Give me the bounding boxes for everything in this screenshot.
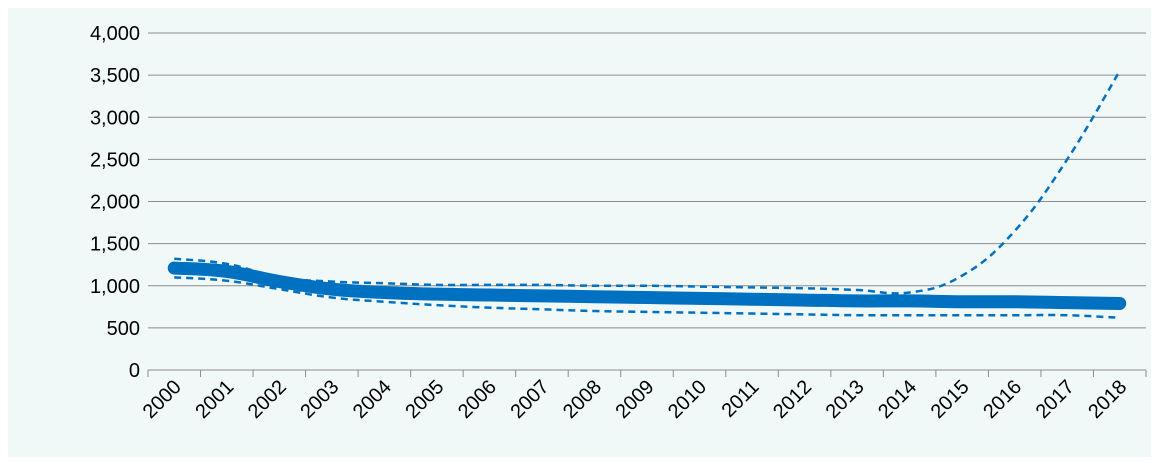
x-tick-label: 2016 (979, 376, 1026, 423)
y-tick-label: 0 (129, 360, 140, 382)
x-tick-label: 2014 (874, 376, 921, 423)
x-tick-label: 2000 (139, 376, 186, 423)
x-tick-label: 2009 (612, 376, 659, 423)
x-tick-label: 2003 (296, 376, 343, 423)
y-tick-label: 3,500 (90, 65, 140, 87)
x-tick-label: 2011 (718, 376, 764, 422)
series-lines (167, 70, 1127, 320)
x-tick-label: 2001 (191, 376, 238, 423)
x-tick-label: 2013 (822, 376, 869, 423)
axes (147, 369, 1147, 377)
y-tick-label: 3,000 (90, 107, 140, 129)
series-line-dashed (174, 70, 1121, 295)
x-tick-label: 2004 (349, 376, 396, 423)
y-tick-label: 1,500 (90, 234, 140, 256)
x-tick-label: 2017 (1032, 376, 1079, 423)
y-tick-label: 500 (107, 318, 140, 340)
x-tick-label: 2005 (401, 376, 448, 423)
y-tick-label: 1,000 (90, 276, 140, 298)
x-tick-label: 2012 (769, 376, 816, 423)
x-tick-label: 2002 (244, 376, 291, 423)
chart-panel: 0 500 1,000 1,500 2,000 2,500 3,000 3,500 4,000 2… (8, 8, 1151, 457)
series-line-main (167, 261, 1127, 310)
x-tick-label: 2015 (927, 376, 974, 423)
line-chart: 0 500 1,000 1,500 2,000 2,500 3,000 3,500 4,000 2… (90, 23, 1147, 423)
y-tick-label: 2,500 (90, 149, 140, 171)
x-tick-label: 2006 (454, 376, 501, 423)
y-tick-label: 4,000 (90, 23, 140, 45)
tick-labels: 0 500 1,000 1,500 2,000 2,500 3,000 3,500 4,000 2… (90, 23, 1131, 423)
x-tick-label: 2010 (664, 376, 711, 423)
x-tick-label: 2008 (559, 376, 606, 423)
x-tick-label: 2018 (1084, 376, 1131, 423)
y-tick-label: 2,000 (90, 192, 140, 214)
x-tick-label: 2007 (506, 376, 553, 423)
series-line-dashed (174, 276, 1120, 320)
